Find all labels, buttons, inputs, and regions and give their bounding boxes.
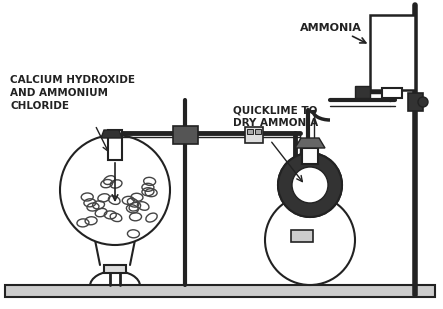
- Bar: [247, 129, 253, 134]
- Bar: [245, 127, 263, 143]
- Bar: [408, 93, 423, 111]
- Circle shape: [265, 195, 355, 285]
- Text: AMMONIA: AMMONIA: [300, 23, 362, 33]
- Bar: [108, 130, 122, 160]
- Wedge shape: [278, 153, 342, 217]
- Polygon shape: [101, 130, 122, 138]
- Bar: [104, 265, 126, 273]
- Bar: [382, 88, 402, 98]
- Bar: [173, 126, 198, 144]
- Bar: [291, 230, 313, 242]
- Circle shape: [278, 153, 342, 217]
- Bar: [255, 129, 261, 134]
- Bar: [302, 148, 318, 164]
- Text: QUICKLIME TO
DRY AMMONIA: QUICKLIME TO DRY AMMONIA: [233, 105, 318, 128]
- Polygon shape: [295, 138, 325, 148]
- Circle shape: [60, 135, 170, 245]
- Bar: [370, 15, 415, 90]
- Bar: [5, 285, 435, 297]
- Circle shape: [418, 97, 428, 107]
- Bar: [355, 86, 370, 98]
- Text: CALCIUM HYDROXIDE
AND AMMONIUM
CHLORIDE: CALCIUM HYDROXIDE AND AMMONIUM CHLORIDE: [10, 75, 135, 112]
